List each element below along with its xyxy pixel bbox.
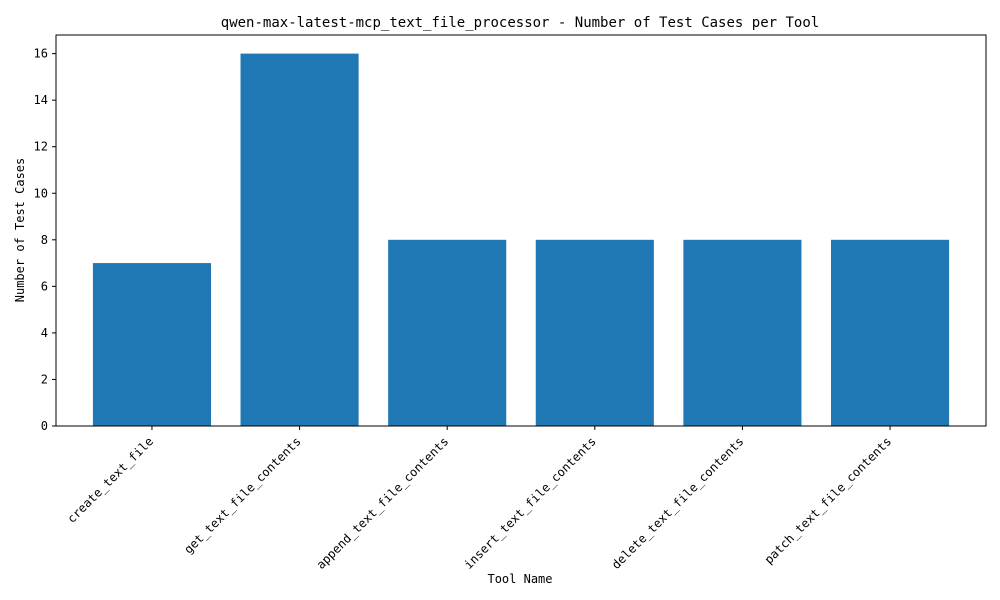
y-tick-label: 16 bbox=[34, 47, 48, 61]
bar-delete_text_file_contents bbox=[683, 239, 802, 426]
y-tick-label: 8 bbox=[41, 233, 48, 247]
y-axis-label: Number of Test Cases bbox=[13, 158, 27, 303]
y-tick-label: 12 bbox=[34, 140, 48, 154]
x-tick-label: delete_text_file_contents bbox=[609, 434, 747, 572]
y-tick-label: 14 bbox=[34, 93, 48, 107]
y-tick-label: 6 bbox=[41, 279, 48, 293]
y-axis: 0 2 4 6 8 10 12 14 16 bbox=[34, 47, 56, 433]
x-axis: create_text_file get_text_file_contents ap… bbox=[64, 426, 894, 572]
x-tick-label: patch_text_file_contents bbox=[762, 434, 895, 567]
chart-title: qwen-max-latest-mcp_text_file_processor … bbox=[221, 15, 819, 31]
y-tick-label: 10 bbox=[34, 186, 48, 200]
x-tick-label: append_text_file_contents bbox=[314, 434, 452, 572]
y-tick-label: 4 bbox=[41, 326, 48, 340]
x-tick-label: get_text_file_contents bbox=[181, 434, 303, 556]
x-tick-label: insert_text_file_contents bbox=[461, 434, 599, 572]
bars-group bbox=[92, 53, 950, 426]
y-tick-label: 2 bbox=[41, 372, 48, 386]
bar-append_text_file_contents bbox=[388, 239, 507, 426]
plot-frame bbox=[55, 34, 987, 427]
bar-get_text_file_contents bbox=[240, 53, 359, 426]
bar-insert_text_file_contents bbox=[535, 239, 654, 426]
bar-patch_text_file_contents bbox=[831, 239, 950, 426]
y-tick-label: 0 bbox=[41, 419, 48, 433]
x-axis-label: Tool Name bbox=[487, 572, 552, 586]
x-tick-label: create_text_file bbox=[64, 434, 156, 526]
bar-create_text_file bbox=[92, 263, 211, 426]
